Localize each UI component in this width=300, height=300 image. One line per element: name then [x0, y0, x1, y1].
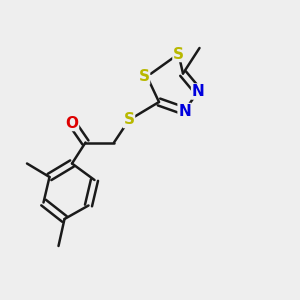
Text: N: N: [178, 103, 191, 118]
Text: N: N: [192, 84, 204, 99]
Text: O: O: [65, 116, 79, 130]
Text: S: S: [139, 69, 149, 84]
Text: S: S: [173, 46, 184, 62]
Text: S: S: [124, 112, 134, 128]
